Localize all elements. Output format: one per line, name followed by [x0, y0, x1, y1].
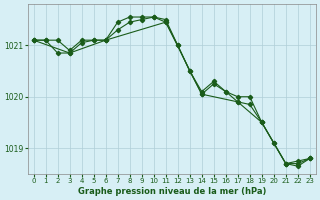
X-axis label: Graphe pression niveau de la mer (hPa): Graphe pression niveau de la mer (hPa): [77, 187, 266, 196]
